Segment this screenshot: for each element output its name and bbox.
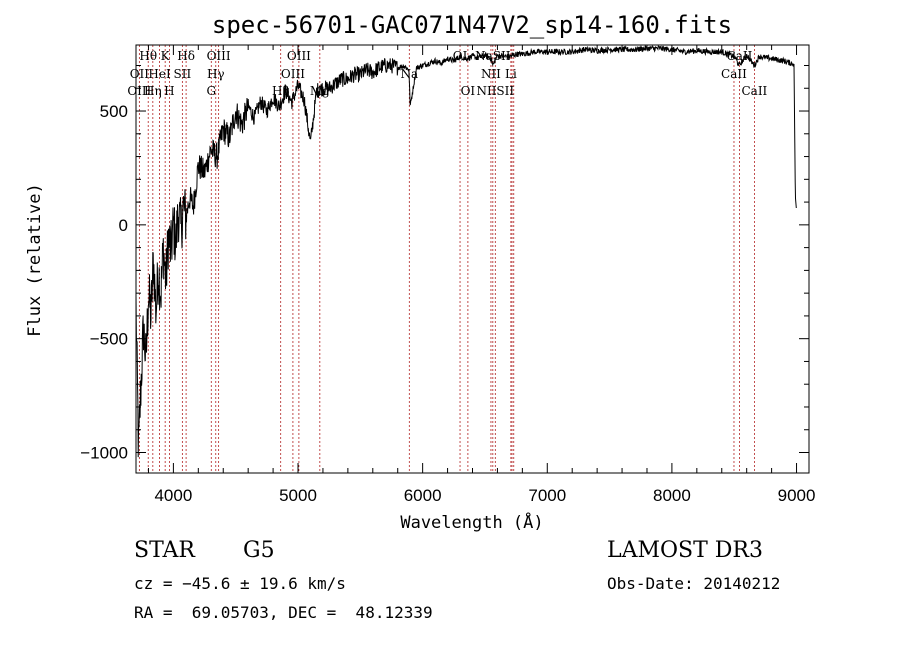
line-label: H xyxy=(164,84,174,98)
line-label: Hη xyxy=(144,84,162,98)
line-label: OI xyxy=(461,84,476,98)
line-label: NII xyxy=(481,67,501,81)
line-label: NaSII xyxy=(475,49,511,63)
y-axis-label: Flux (relative) xyxy=(25,183,45,337)
observation-date: Obs-Date: 20140212 xyxy=(607,574,781,593)
x-tick-label: 7000 xyxy=(528,486,566,505)
chart-title: spec-56701-GAC071N47V2_sp14-160.fits xyxy=(212,11,732,39)
x-tick-label: 6000 xyxy=(404,486,442,505)
flux-series-line xyxy=(135,44,797,458)
line-label: CaII xyxy=(727,49,753,63)
line-label: NIISII xyxy=(476,84,514,98)
x-tick-label: 9000 xyxy=(778,486,816,505)
line-label: HeI xyxy=(148,67,171,81)
line-label: Hδ xyxy=(177,49,195,63)
line-label: CaII xyxy=(741,84,767,98)
y-tick-label: −1000 xyxy=(80,444,128,463)
line-label: K xyxy=(161,49,171,63)
line-label: Li xyxy=(505,67,517,81)
survey-name: LAMOST DR3 xyxy=(607,538,763,563)
line-label: OIII xyxy=(127,84,151,98)
line-label: G xyxy=(206,84,216,98)
line-label: SII xyxy=(174,67,192,81)
line-label: CaII xyxy=(721,67,747,81)
ra-dec-coordinates: RA = 69.05703, DEC = 48.12339 xyxy=(134,603,433,622)
line-label: OIII xyxy=(287,49,311,63)
x-tick-label: 8000 xyxy=(653,486,691,505)
line-label: OIII xyxy=(281,67,305,81)
y-tick-label: −500 xyxy=(90,330,128,349)
x-tick-label: 5000 xyxy=(279,486,317,505)
object-class: STAR xyxy=(134,538,195,563)
line-label: Hγ xyxy=(207,67,225,81)
line-label: OIII xyxy=(207,49,231,63)
x-tick-label: 4000 xyxy=(154,486,192,505)
y-axis-ticks: −1000 −500 0 500 xyxy=(80,64,809,463)
y-tick-label: 500 xyxy=(100,102,128,121)
x-axis-label: Wavelength (Å) xyxy=(400,511,543,533)
redshift-velocity: cz = −45.6 ± 19.6 km/s xyxy=(134,574,346,593)
line-label: Hθ xyxy=(139,49,157,63)
y-tick-label: 0 xyxy=(119,216,128,235)
object-subclass: G5 xyxy=(243,538,275,563)
spectral-line-markers xyxy=(138,45,755,473)
x-axis-ticks: 4000 5000 6000 7000 8000 9000 xyxy=(147,45,816,505)
line-label: OII xyxy=(130,67,150,81)
